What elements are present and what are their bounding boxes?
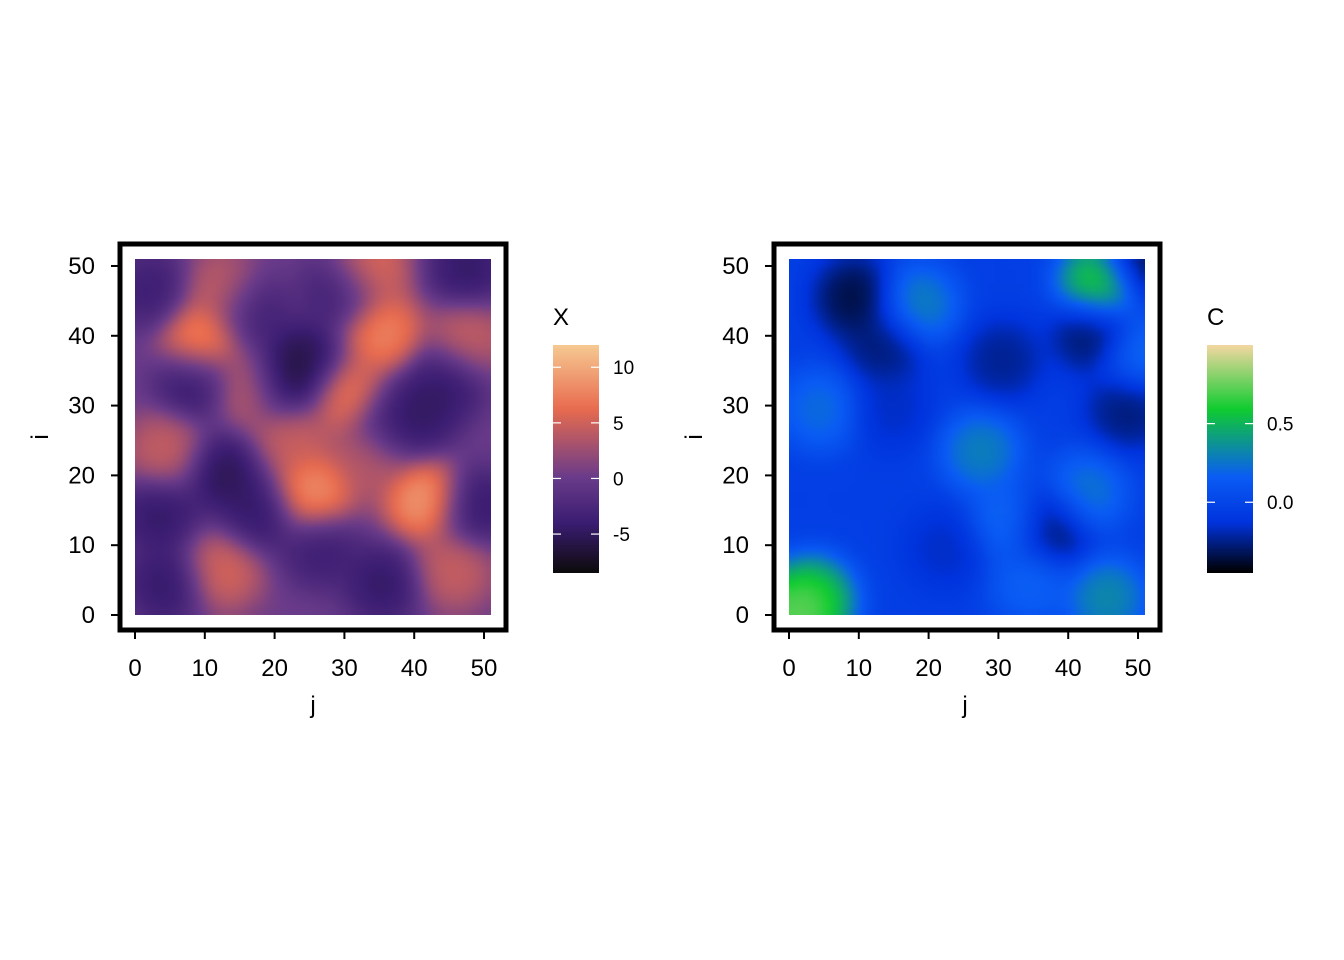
x-tick-label: 10 xyxy=(845,655,872,682)
y-tick-label: 10 xyxy=(722,532,749,559)
panel-c-frame xyxy=(771,241,1163,633)
legend-tick-label: 10 xyxy=(613,358,634,379)
legend-x: X 10 5 0 -5 xyxy=(553,304,634,573)
x-tick-label: 20 xyxy=(915,655,942,682)
heatmap-x-raster xyxy=(135,259,491,615)
x-ticks: 0 10 20 30 40 50 xyxy=(128,632,497,682)
y-tick-label: 30 xyxy=(68,393,95,420)
y-tick-label: 30 xyxy=(722,393,749,420)
y-tick-label: 40 xyxy=(722,323,749,350)
legend-x-ticks: 10 5 0 -5 xyxy=(553,358,634,546)
x-tick-label: 0 xyxy=(782,655,795,682)
legend-c-title: C xyxy=(1207,304,1224,331)
y-axis-label: i xyxy=(27,434,54,439)
legend-tick-label: 0.0 xyxy=(1267,493,1293,514)
x-tick-label: 10 xyxy=(191,655,218,682)
legend-c-colorbar xyxy=(1207,345,1253,573)
x-axis-label: j xyxy=(961,692,967,719)
x-tick-label: 0 xyxy=(128,655,141,682)
legend-x-colorbar xyxy=(553,345,599,573)
x-tick-label: 30 xyxy=(331,655,358,682)
y-tick-label: 0 xyxy=(736,602,749,629)
x-tick-label: 50 xyxy=(1125,655,1152,682)
legend-tick-label: 5 xyxy=(613,414,624,435)
y-ticks: 0 10 20 30 40 50 xyxy=(722,253,772,629)
y-tick-label: 10 xyxy=(68,532,95,559)
x-tick-label: 40 xyxy=(1055,655,1082,682)
y-ticks: 0 10 20 30 40 50 xyxy=(68,253,118,629)
heatmap-c-raster xyxy=(789,259,1145,615)
y-axis-label: i xyxy=(681,434,708,439)
y-tick-label: 20 xyxy=(722,462,749,489)
legend-c-ticks: 0.5 0.0 xyxy=(1207,415,1293,514)
legend-tick-label: 0.5 xyxy=(1267,415,1293,436)
y-tick-label: 20 xyxy=(68,462,95,489)
y-tick-label: 50 xyxy=(68,253,95,280)
x-tick-label: 40 xyxy=(401,655,428,682)
x-tick-label: 50 xyxy=(471,655,498,682)
y-tick-label: 0 xyxy=(82,602,95,629)
x-axis-label: j xyxy=(309,692,315,719)
legend-tick-label: 0 xyxy=(613,469,624,490)
panel-x-frame xyxy=(117,241,509,633)
y-tick-label: 50 xyxy=(722,253,749,280)
panel-c: 0 10 20 30 40 50 0 10 20 30 40 50 j i C 0.5 0.0 xyxy=(681,241,1293,719)
legend-x-title: X xyxy=(553,304,569,331)
legend-c: C 0.5 0.0 xyxy=(1207,304,1293,573)
x-tick-label: 20 xyxy=(261,655,288,682)
x-ticks: 0 10 20 30 40 50 xyxy=(782,632,1151,682)
x-tick-label: 30 xyxy=(985,655,1012,682)
legend-tick-label: -5 xyxy=(613,525,630,546)
y-tick-label: 40 xyxy=(68,323,95,350)
